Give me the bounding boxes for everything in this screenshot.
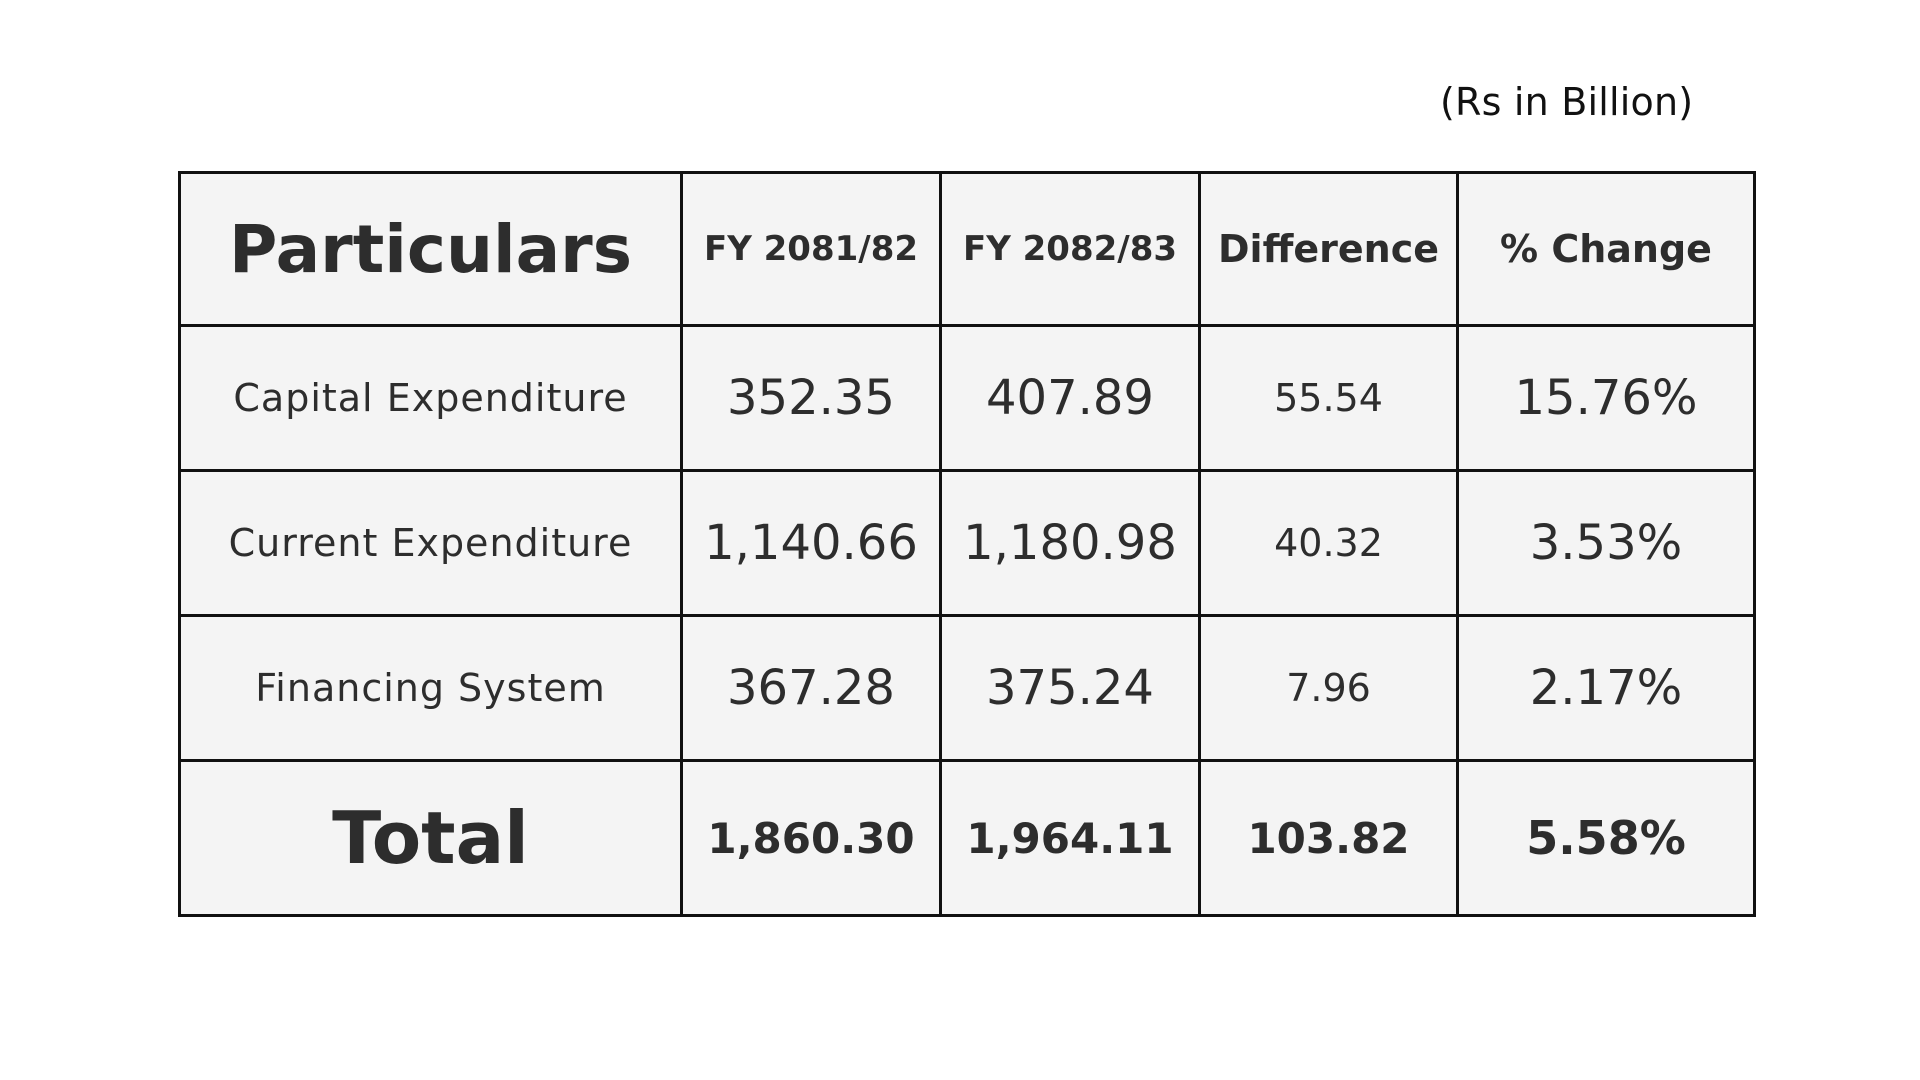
table-total-row: Total 1,860.30 1,964.11 103.82 5.58%: [178, 759, 1756, 917]
cell-fy-2082-83: 407.89: [939, 324, 1201, 472]
cell-difference: 7.96: [1198, 614, 1459, 762]
cell-fy-2082-83: 375.24: [939, 614, 1201, 762]
cell-percent-change: 2.17%: [1456, 614, 1756, 762]
cell-difference: 55.54: [1198, 324, 1459, 472]
cell-fy-2081-82: 367.28: [680, 614, 942, 762]
cell-fy-2081-82: 1,140.66: [680, 469, 942, 617]
total-label: Total: [178, 759, 683, 917]
cell-fy-2081-82: 352.35: [680, 324, 942, 472]
unit-note: (Rs in Billion): [1440, 80, 1694, 124]
cell-percent-change: 3.53%: [1456, 469, 1756, 617]
table-header-row: Particulars FY 2081/82 FY 2082/83 Differ…: [178, 171, 1756, 327]
total-fy-2081-82: 1,860.30: [680, 759, 942, 917]
header-difference: Difference: [1198, 171, 1459, 327]
row-label: Current Expenditure: [178, 469, 683, 617]
header-particulars: Particulars: [178, 171, 683, 327]
total-difference: 103.82: [1198, 759, 1459, 917]
table-row: Capital Expenditure 352.35 407.89 55.54 …: [178, 324, 1756, 472]
header-percent-change: % Change: [1456, 171, 1756, 327]
header-fy-2082-83: FY 2082/83: [939, 171, 1201, 327]
cell-difference: 40.32: [1198, 469, 1459, 617]
cell-percent-change: 15.76%: [1456, 324, 1756, 472]
row-label: Financing System: [178, 614, 683, 762]
budget-comparison-table: Particulars FY 2081/82 FY 2082/83 Differ…: [178, 171, 1756, 917]
total-percent-change: 5.58%: [1456, 759, 1756, 917]
table-row: Financing System 367.28 375.24 7.96 2.17…: [178, 614, 1756, 762]
table-row: Current Expenditure 1,140.66 1,180.98 40…: [178, 469, 1756, 617]
row-label: Capital Expenditure: [178, 324, 683, 472]
header-fy-2081-82: FY 2081/82: [680, 171, 942, 327]
total-fy-2082-83: 1,964.11: [939, 759, 1201, 917]
cell-fy-2082-83: 1,180.98: [939, 469, 1201, 617]
